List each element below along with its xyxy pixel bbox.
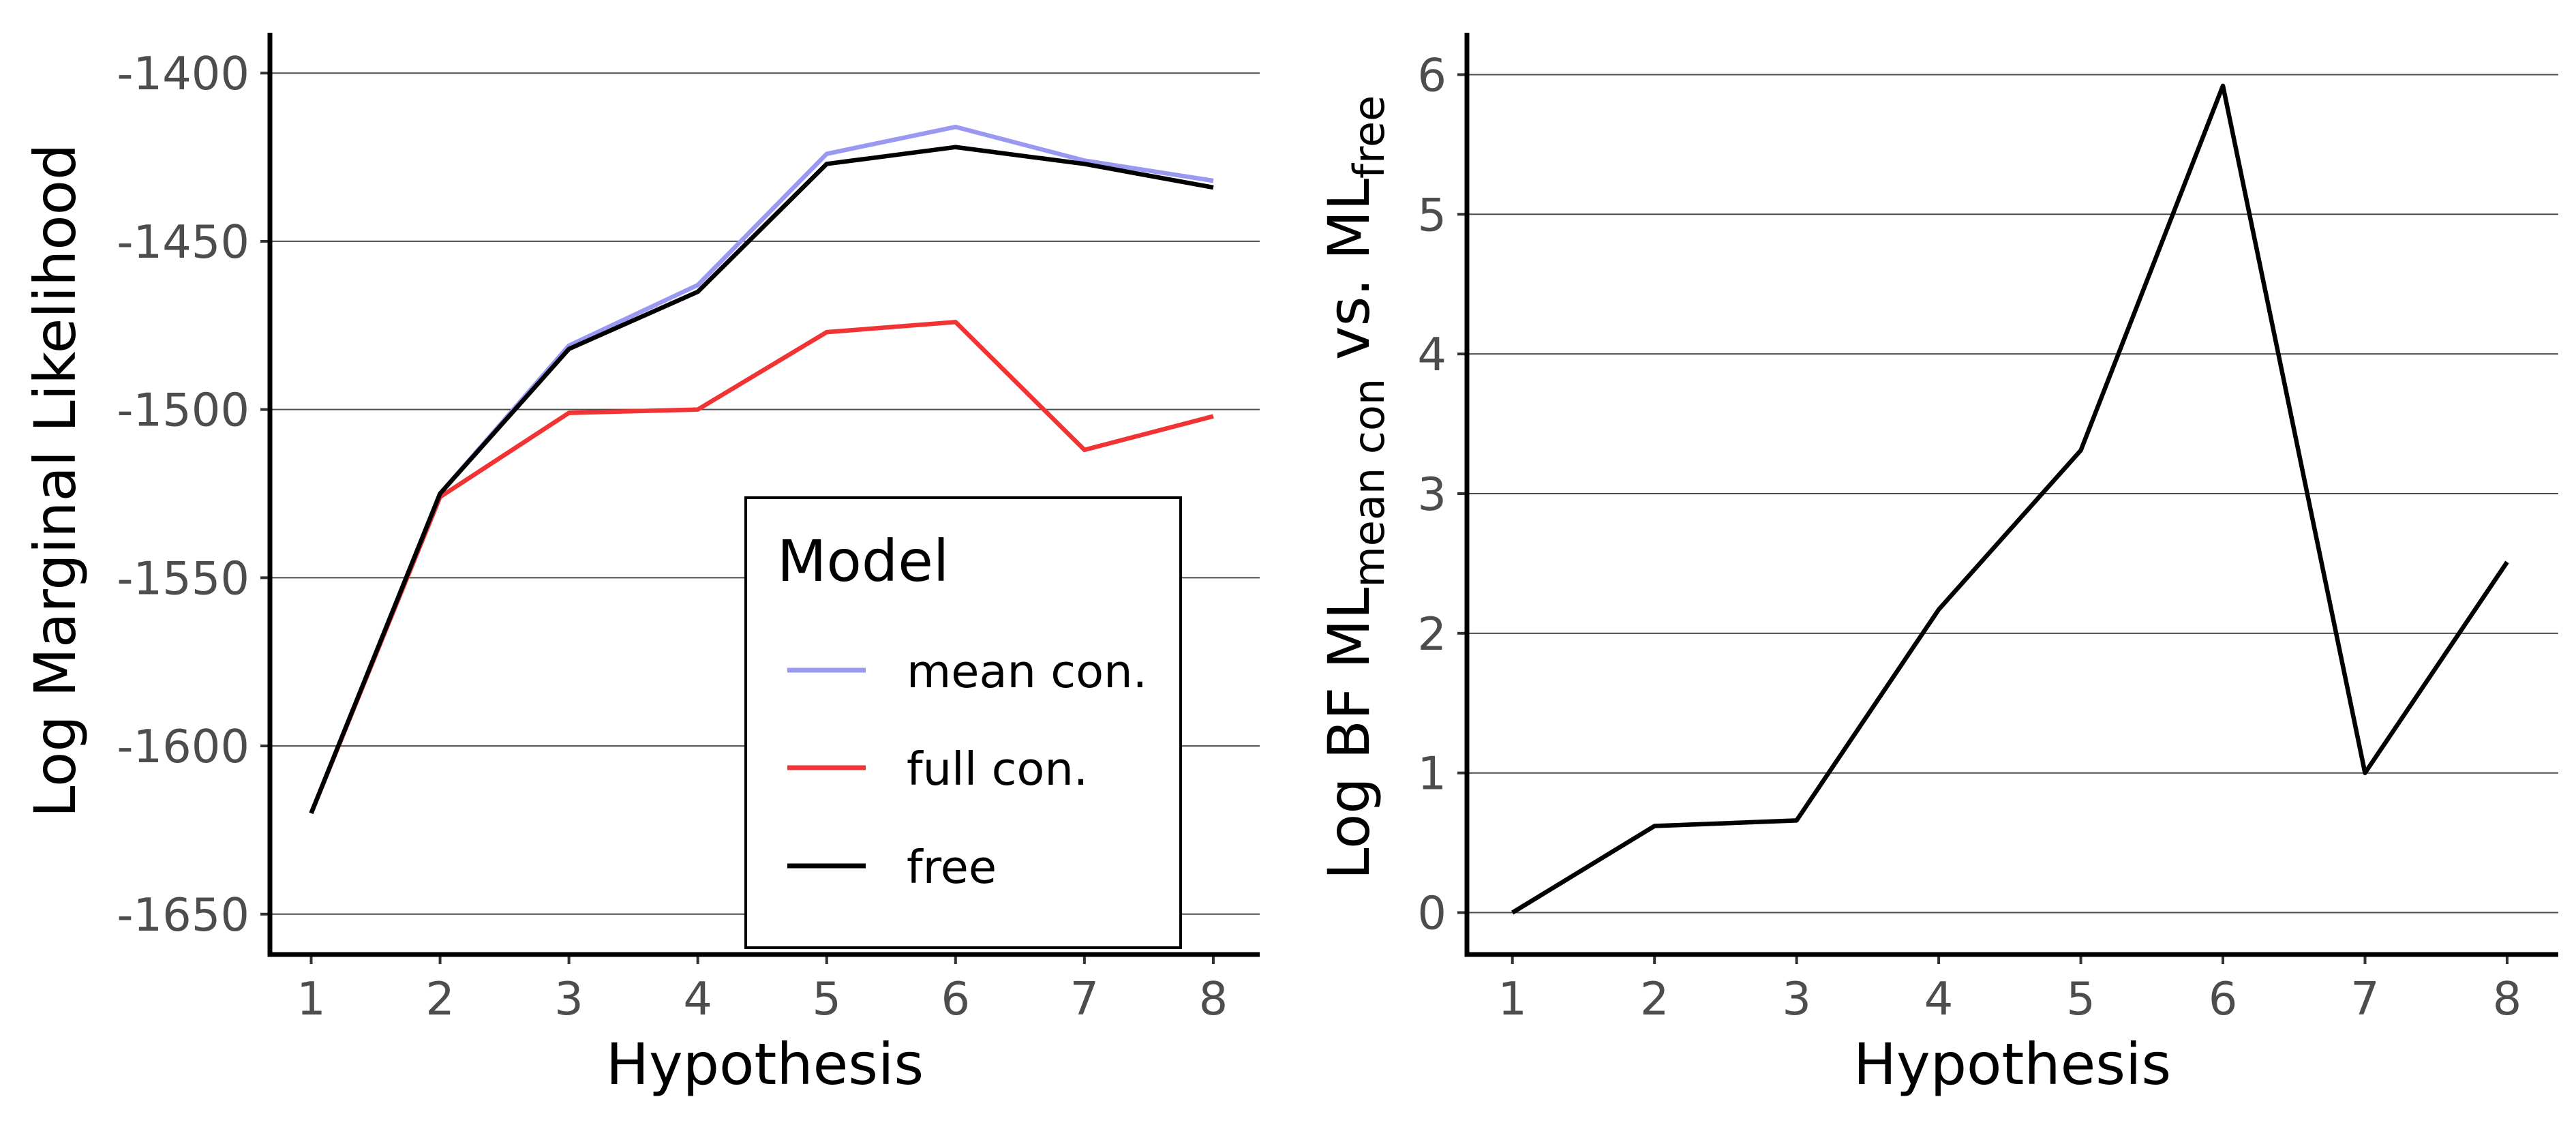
left-axis-frame — [267, 33, 1260, 957]
left-y-tick-label: -1550 — [117, 552, 249, 605]
right-y-tick-label: 1 — [1417, 747, 1446, 800]
right-x-tick-label: 5 — [2066, 972, 2095, 1025]
left-line-full-con — [309, 320, 1214, 814]
right-y-title-middle: vs. ML — [1316, 179, 1382, 378]
right-x-tick-label: 2 — [1640, 972, 1669, 1025]
left-x-tick-label: 1 — [297, 972, 326, 1025]
left-x-axis-title: Hypothesis — [606, 1031, 924, 1098]
left-y-tick-label: -1500 — [117, 384, 249, 437]
left-y-tick-label: -1650 — [117, 888, 249, 942]
right-x-tick-label: 4 — [1924, 972, 1954, 1025]
right-y-title-sub2: free — [1344, 95, 1394, 179]
right-x-tick-label: 1 — [1498, 972, 1527, 1025]
right-gridlines — [1467, 74, 2558, 914]
right-x-ticks: 1 2 3 4 5 6 7 8 — [1498, 955, 2521, 1025]
left-y-axis-title: Log Marginal Likelihood — [22, 144, 89, 818]
left-y-ticks: -1400 -1450 -1500 -1550 -1600 -1650 — [117, 47, 270, 942]
right-line-series — [1511, 83, 2509, 915]
right-y-title-prefix: Log BF ML — [1316, 587, 1382, 880]
left-x-tick-label: 8 — [1199, 972, 1228, 1025]
right-y-tick-label: 0 — [1417, 887, 1446, 940]
legend-box — [744, 496, 1182, 949]
left-series-lines — [309, 124, 1214, 814]
legend-label-mean-con: mean con. — [907, 645, 1147, 698]
left-y-tick-label: -1400 — [117, 47, 249, 100]
right-y-tick-label: 4 — [1417, 328, 1446, 381]
right-x-tick-label: 3 — [1782, 972, 1811, 1025]
left-x-tick-label: 3 — [554, 972, 584, 1025]
legend-label-full-con: full con. — [907, 742, 1088, 796]
right-axis-frame — [1464, 33, 2558, 957]
legend: Model mean con. full con. free — [744, 496, 1182, 949]
left-line-free — [309, 145, 1214, 814]
right-x-tick-label: 6 — [2209, 972, 2238, 1025]
right-y-title-sub1: mean con — [1344, 378, 1394, 588]
legend-label-free: free — [907, 841, 997, 894]
right-y-axis-title: Log BF MLmean con vs. MLfree — [1316, 95, 1394, 880]
right-y-tick-label: 3 — [1417, 468, 1446, 521]
right-y-ticks: 0 1 2 3 4 5 6 — [1417, 48, 1467, 940]
right-series-lines — [1511, 83, 2509, 915]
left-x-tick-label: 4 — [683, 972, 712, 1025]
right-x-tick-label: 8 — [2493, 972, 2522, 1025]
left-x-tick-label: 5 — [812, 972, 841, 1025]
left-y-tick-label: -1600 — [117, 720, 249, 773]
right-x-tick-label: 7 — [2350, 972, 2380, 1025]
left-x-ticks: 1 2 3 4 5 6 7 8 — [297, 955, 1228, 1025]
left-x-tick-label: 2 — [425, 972, 455, 1025]
left-x-tick-label: 7 — [1070, 972, 1100, 1025]
legend-title: Model — [777, 528, 949, 595]
right-y-tick-label: 5 — [1417, 188, 1446, 241]
right-y-tick-label: 6 — [1417, 48, 1446, 102]
left-x-tick-label: 6 — [941, 972, 970, 1025]
right-y-tick-label: 2 — [1417, 607, 1446, 661]
left-y-tick-label: -1450 — [117, 215, 249, 269]
right-x-axis-title: Hypothesis — [1853, 1031, 2171, 1098]
